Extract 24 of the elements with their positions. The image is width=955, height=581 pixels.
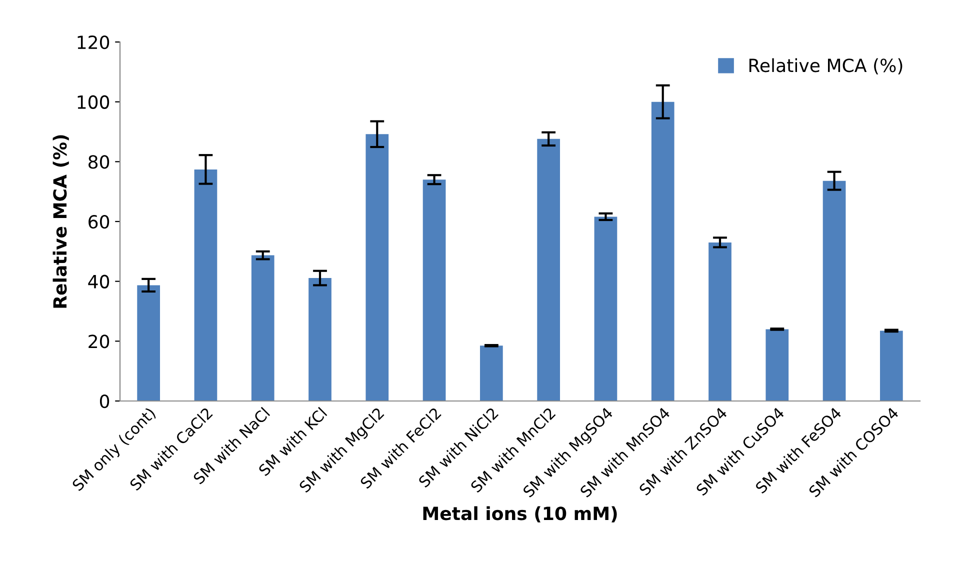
legend-label: Relative MCA (%) <box>749 58 902 74</box>
y-tick-label: 80 <box>88 155 110 169</box>
bar <box>880 330 903 401</box>
bar <box>137 285 160 401</box>
y-tick-label: 120 <box>78 35 110 50</box>
y-tick-label: 20 <box>88 334 110 348</box>
bar <box>822 180 846 401</box>
y-tick-label: 60 <box>88 214 110 229</box>
bar <box>766 329 789 401</box>
y-tick-label: 40 <box>88 274 110 288</box>
bar <box>194 169 218 401</box>
bar <box>651 102 674 401</box>
y-tick-label: 100 <box>78 95 110 109</box>
bar <box>366 134 389 401</box>
bar <box>537 138 560 401</box>
bar <box>708 242 732 401</box>
x-axis-title: Metal ions (10 mM) <box>423 506 617 522</box>
y-tick-label: 0 <box>100 394 110 408</box>
bar <box>480 346 503 401</box>
y-axis-title: Relative MCA (%) <box>52 135 69 308</box>
bar <box>422 180 446 401</box>
bar <box>308 278 332 401</box>
bar <box>251 255 274 401</box>
bar <box>594 216 618 401</box>
